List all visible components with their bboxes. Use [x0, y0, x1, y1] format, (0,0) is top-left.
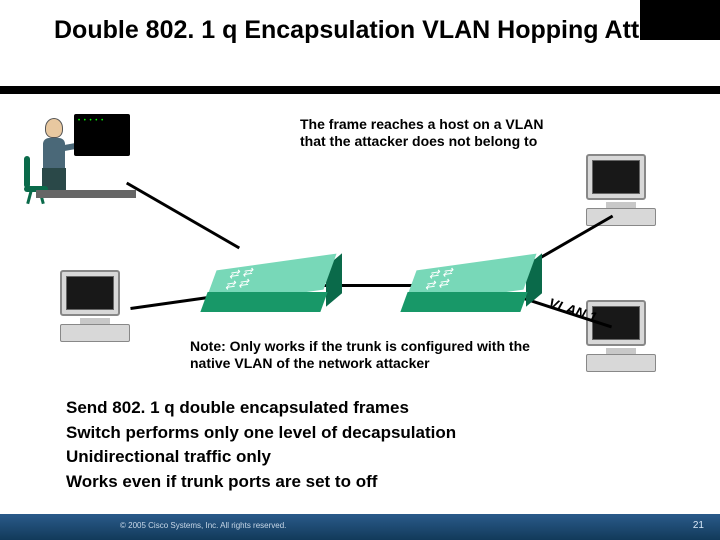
switch-right: ⇄ ⇄⇄ ⇄	[410, 262, 530, 316]
network-diagram: • • • • • ⇄ ⇄⇄ ⇄ ⇄ ⇄⇄ ⇄ The frame reache…	[0, 94, 720, 394]
attacker-figure: • • • • •	[26, 98, 156, 228]
title-bar: Double 802. 1 q Encapsulation VLAN Hoppi…	[0, 0, 720, 86]
computer-top-right	[586, 154, 656, 226]
bullet-list: Send 802. 1 q double encapsulated frames…	[66, 396, 456, 495]
annotation-bottom: Note: Only works if the trunk is configu…	[190, 338, 530, 372]
footer-page-number: 21	[693, 520, 704, 531]
switch-left: ⇄ ⇄⇄ ⇄	[210, 262, 330, 316]
annotation-top: The frame reaches a host on a VLAN that …	[300, 116, 560, 150]
title-underline	[0, 86, 720, 94]
bullet-item: Unidirectional traffic only	[66, 445, 456, 470]
bullet-item: Works even if trunk ports are set to off	[66, 470, 456, 495]
attacker-monitor-icon: • • • • •	[74, 114, 130, 156]
slide-title: Double 802. 1 q Encapsulation VLAN Hoppi…	[54, 16, 681, 45]
bullet-item: Send 802. 1 q double encapsulated frames	[66, 396, 456, 421]
computer-bottom-left	[60, 270, 130, 342]
bullet-item: Switch performs only one level of decaps…	[66, 421, 456, 446]
footer-bar: © 2005 Cisco Systems, Inc. All rights re…	[0, 514, 720, 540]
footer-copyright: © 2005 Cisco Systems, Inc. All rights re…	[120, 521, 286, 530]
